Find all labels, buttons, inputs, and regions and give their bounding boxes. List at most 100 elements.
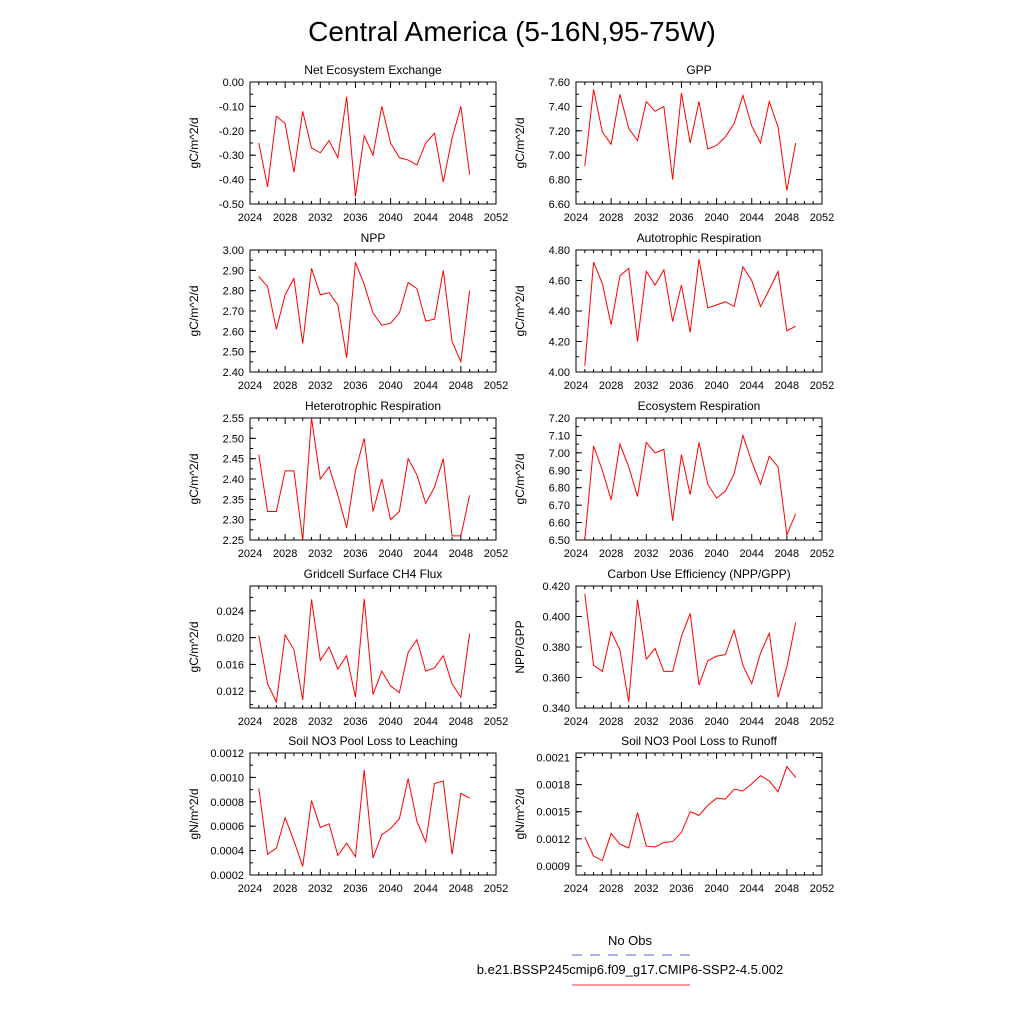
- series-line-0: [258, 96, 471, 197]
- y-tick-label: 7.40: [549, 101, 570, 113]
- y-axis-label: gN/m^2/d: [513, 789, 527, 840]
- y-tick-label: 3.00: [223, 245, 244, 257]
- y-tick-label: 7.60: [549, 77, 570, 89]
- x-tick-label: 2040: [704, 548, 728, 560]
- panel-4: Heterotrophic Respiration gC/m^2/d 2024 202…: [187, 399, 508, 560]
- x-tick-label: 2044: [739, 380, 763, 392]
- y-tick-label: 7.20: [549, 126, 570, 138]
- y-tick-label: 0.0021: [536, 753, 570, 765]
- figure-title: Central America (5-16N,95-75W): [308, 16, 716, 47]
- y-tick-label: 2.25: [223, 535, 244, 547]
- x-tick-label: 2032: [308, 380, 332, 392]
- x-tick-label: 2044: [413, 212, 437, 224]
- panel-title: Soil NO3 Pool Loss to Leaching: [288, 734, 457, 748]
- x-tick-label: 2040: [704, 380, 728, 392]
- x-tick-label: 2024: [564, 548, 588, 560]
- y-tick-label: 0.0012: [210, 748, 244, 760]
- y-tick-label: 2.40: [223, 367, 244, 379]
- x-tick-label: 2032: [308, 548, 332, 560]
- panels: Net Ecosystem Exchange gC/m^2/d 2024 2028 20…: [187, 63, 834, 895]
- x-tick-label: 2040: [378, 883, 402, 895]
- plot-frame: [249, 81, 497, 205]
- y-axis-label: gC/m^2/d: [187, 286, 201, 337]
- y-tick-label: 6.80: [549, 483, 570, 495]
- y-tick-label: -0.40: [219, 175, 244, 187]
- y-tick-label: 7.10: [549, 430, 570, 442]
- x-tick-label: 2044: [739, 716, 763, 728]
- x-tick-label: 2036: [669, 716, 693, 728]
- x-tick-label: 2048: [449, 716, 473, 728]
- x-tick-label: 2028: [273, 548, 297, 560]
- panel-9: Soil NO3 Pool Loss to Runoff gN/m^2/d 2024…: [513, 734, 834, 895]
- y-tick-label: 0.0009: [536, 861, 570, 873]
- x-tick-label: 2028: [599, 380, 623, 392]
- y-axis-label: gN/m^2/d: [187, 789, 201, 840]
- x-tick-label: 2024: [564, 380, 588, 392]
- x-tick-label: 2052: [484, 380, 508, 392]
- y-tick-label: -0.30: [219, 150, 244, 162]
- x-tick-label: 2024: [564, 212, 588, 224]
- x-tick-label: 2036: [343, 883, 367, 895]
- y-tick-label: 0.0010: [210, 772, 244, 784]
- series-line-0: [584, 765, 797, 862]
- plot-frame: [249, 249, 497, 373]
- x-tick-label: 2040: [378, 716, 402, 728]
- y-axis-label: NPP/GPP: [513, 620, 527, 673]
- x-tick-label: 2048: [775, 212, 799, 224]
- y-tick-label: 4.60: [549, 276, 570, 288]
- y-tick-label: 0.0006: [210, 821, 244, 833]
- x-tick-label: 2040: [378, 548, 402, 560]
- x-tick-label: 2028: [599, 212, 623, 224]
- panel-5: Ecosystem Respiration gC/m^2/d 2024 2028 203…: [513, 399, 834, 560]
- panel-title: Heterotrophic Respiration: [305, 399, 441, 413]
- y-tick-label: 7.20: [549, 413, 570, 425]
- y-axis-label: gC/m^2/d: [513, 286, 527, 337]
- x-tick-label: 2032: [634, 883, 658, 895]
- x-tick-label: 2024: [564, 716, 588, 728]
- x-tick-label: 2048: [775, 716, 799, 728]
- panel-8: Soil NO3 Pool Loss to Leaching gN/m^2/d 20…: [187, 734, 508, 895]
- x-tick-label: 2036: [669, 212, 693, 224]
- y-axis-label: gC/m^2/d: [187, 118, 201, 169]
- panel-title: Gridcell Surface CH4 Flux: [304, 567, 443, 581]
- y-tick-label: 0.012: [216, 686, 244, 698]
- x-tick-label: 2048: [449, 380, 473, 392]
- panel-3: Autotrophic Respiration gC/m^2/d 2024 2028 2…: [513, 231, 834, 392]
- y-tick-label: 2.50: [223, 347, 244, 359]
- y-tick-label: 0.380: [542, 642, 570, 654]
- y-tick-label: 6.60: [549, 518, 570, 530]
- x-tick-label: 2024: [238, 212, 262, 224]
- x-tick-label: 2048: [449, 883, 473, 895]
- x-tick-label: 2036: [343, 380, 367, 392]
- x-tick-label: 2048: [449, 548, 473, 560]
- series-line-0: [258, 598, 471, 704]
- x-tick-label: 2028: [273, 716, 297, 728]
- legend-label-simulation: b.e21.BSSP245cmip6.f09_g17.CMIP6-SSP2-4.…: [477, 962, 783, 977]
- x-tick-label: 2032: [634, 380, 658, 392]
- panel-title: Net Ecosystem Exchange: [304, 63, 442, 77]
- panel-6: Gridcell Surface CH4 Flux gC/m^2/d 2024 202…: [187, 567, 508, 728]
- x-tick-label: 2028: [273, 380, 297, 392]
- panel-title: Autotrophic Respiration: [637, 231, 762, 245]
- y-tick-label: 0.400: [542, 612, 570, 624]
- x-tick-label: 2044: [413, 380, 437, 392]
- series-line-0: [584, 89, 797, 191]
- y-tick-label: -0.50: [219, 199, 244, 211]
- series-line-0: [258, 262, 471, 364]
- panel-title: Carbon Use Efficiency (NPP/GPP): [607, 567, 790, 581]
- x-tick-label: 2044: [739, 883, 763, 895]
- y-tick-label: 0.0004: [210, 846, 244, 858]
- y-tick-label: 2.70: [223, 306, 244, 318]
- x-tick-label: 2040: [378, 212, 402, 224]
- x-tick-label: 2024: [238, 883, 262, 895]
- x-tick-label: 2040: [704, 716, 728, 728]
- x-tick-label: 2032: [308, 716, 332, 728]
- panel-7: Carbon Use Efficiency (NPP/GPP) NPP/GPP 20…: [513, 567, 834, 728]
- panel-title: Soil NO3 Pool Loss to Runoff: [621, 734, 778, 748]
- y-tick-label: 0.0015: [536, 807, 570, 819]
- x-tick-label: 2040: [704, 883, 728, 895]
- x-tick-label: 2032: [308, 212, 332, 224]
- x-tick-label: 2044: [739, 212, 763, 224]
- y-tick-label: 4.20: [549, 337, 570, 349]
- x-tick-label: 2048: [775, 883, 799, 895]
